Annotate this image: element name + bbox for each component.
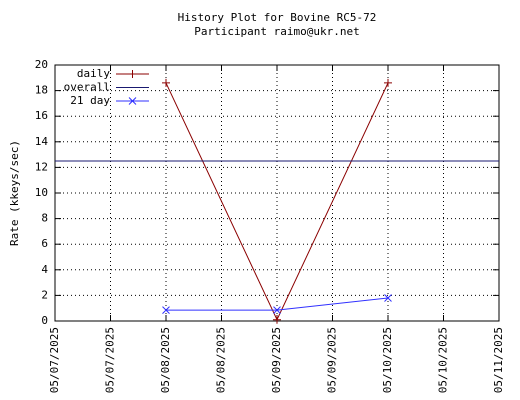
legend-label: 21 day <box>70 94 110 107</box>
marker <box>162 78 170 87</box>
marker <box>384 294 392 302</box>
marker <box>273 315 281 324</box>
x-tick-label: 05/11/2025 <box>492 327 505 393</box>
x-tick-label: 05/08/2025 <box>215 327 228 393</box>
y-tick-label: 14 <box>35 135 49 148</box>
legend-marker <box>128 97 137 105</box>
y-tick-label: 2 <box>41 288 48 301</box>
x-tick-label: 05/09/2025 <box>270 327 283 393</box>
y-tick-label: 6 <box>41 237 48 250</box>
chart-subtitle: Participant raimo@ukr.net <box>194 25 360 38</box>
marker <box>273 306 281 314</box>
series-line <box>166 297 389 311</box>
x-tick-label: 05/09/2025 <box>326 327 339 393</box>
x-tick-label: 05/08/2025 <box>159 327 172 393</box>
y-tick-label: 0 <box>41 314 48 327</box>
legend-marker <box>128 70 137 78</box>
legend-label: overall <box>64 81 110 94</box>
marker <box>384 78 392 87</box>
y-tick-label: 12 <box>35 160 48 173</box>
y-tick-label: 4 <box>41 263 48 276</box>
y-axis-label: Rate (kkeys/sec) <box>8 140 21 246</box>
y-tick-label: 16 <box>35 109 48 122</box>
x-tick-label: 05/07/2025 <box>48 327 61 393</box>
y-tick-label: 18 <box>35 84 48 97</box>
y-tick-label: 8 <box>41 212 48 225</box>
chart-title: History Plot for Bovine RC5-72 <box>178 11 377 24</box>
legend-label: daily <box>77 67 110 80</box>
x-tick-label: 05/10/2025 <box>381 327 394 393</box>
marker <box>162 306 170 314</box>
x-tick-label: 05/10/2025 <box>437 327 450 393</box>
y-tick-label: 20 <box>35 58 48 71</box>
y-tick-label: 10 <box>35 186 48 199</box>
x-tick-label: 05/07/2025 <box>104 327 117 393</box>
